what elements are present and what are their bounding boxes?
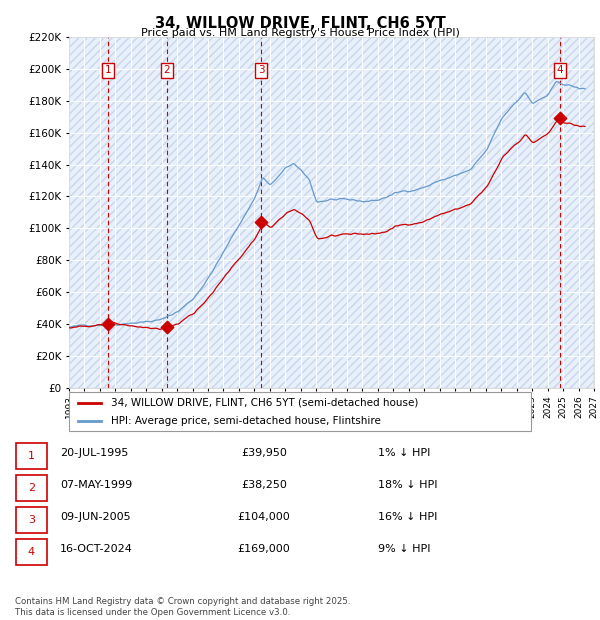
Text: 2: 2 — [164, 66, 170, 76]
Text: 16% ↓ HPI: 16% ↓ HPI — [378, 512, 437, 522]
Text: 4: 4 — [28, 547, 35, 557]
Point — [256, 217, 266, 227]
Text: 3: 3 — [28, 515, 35, 525]
FancyBboxPatch shape — [16, 443, 47, 469]
Point — [162, 322, 172, 332]
Text: 1: 1 — [28, 451, 35, 461]
Text: 20-JUL-1995: 20-JUL-1995 — [60, 448, 128, 458]
Text: 1% ↓ HPI: 1% ↓ HPI — [378, 448, 430, 458]
Point — [555, 113, 565, 123]
Text: £38,250: £38,250 — [241, 480, 287, 490]
Text: £104,000: £104,000 — [238, 512, 290, 522]
FancyBboxPatch shape — [16, 507, 47, 533]
Text: 2: 2 — [28, 483, 35, 493]
Point — [104, 319, 113, 329]
Text: 4: 4 — [557, 66, 563, 76]
Text: 3: 3 — [258, 66, 265, 76]
Text: 34, WILLOW DRIVE, FLINT, CH6 5YT: 34, WILLOW DRIVE, FLINT, CH6 5YT — [155, 16, 445, 30]
Text: HPI: Average price, semi-detached house, Flintshire: HPI: Average price, semi-detached house,… — [110, 415, 380, 425]
Text: 1: 1 — [105, 66, 112, 76]
FancyBboxPatch shape — [69, 392, 531, 431]
Text: £169,000: £169,000 — [238, 544, 290, 554]
FancyBboxPatch shape — [16, 475, 47, 501]
Text: 07-MAY-1999: 07-MAY-1999 — [60, 480, 132, 490]
Text: 09-JUN-2005: 09-JUN-2005 — [60, 512, 131, 522]
Text: Price paid vs. HM Land Registry's House Price Index (HPI): Price paid vs. HM Land Registry's House … — [140, 28, 460, 38]
Text: £39,950: £39,950 — [241, 448, 287, 458]
Text: 34, WILLOW DRIVE, FLINT, CH6 5YT (semi-detached house): 34, WILLOW DRIVE, FLINT, CH6 5YT (semi-d… — [110, 398, 418, 408]
Text: 9% ↓ HPI: 9% ↓ HPI — [378, 544, 431, 554]
Text: Contains HM Land Registry data © Crown copyright and database right 2025.
This d: Contains HM Land Registry data © Crown c… — [15, 598, 350, 617]
FancyBboxPatch shape — [16, 539, 47, 565]
Text: 16-OCT-2024: 16-OCT-2024 — [60, 544, 133, 554]
Text: 18% ↓ HPI: 18% ↓ HPI — [378, 480, 437, 490]
